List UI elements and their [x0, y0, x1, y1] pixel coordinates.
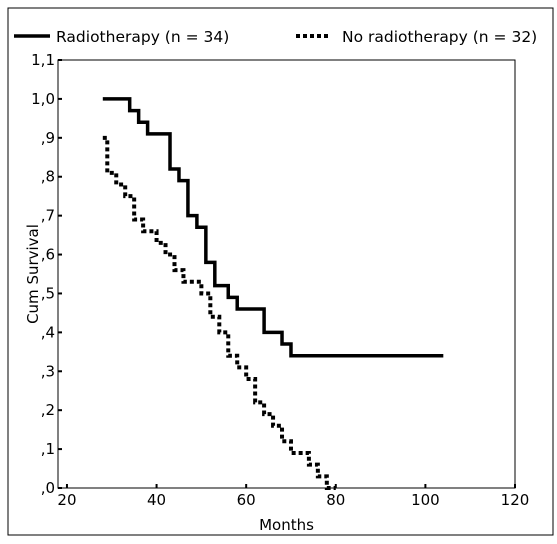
legend-label-no-radiotherapy: No radiotherapy (n = 32) — [342, 28, 537, 46]
y-tick-label: 1,0 — [31, 90, 55, 108]
outer-border — [7, 7, 554, 536]
y-tick-label: ,4 — [41, 323, 55, 341]
y-tick-label: ,2 — [41, 401, 55, 419]
legend: Radiotherapy (n = 34) No radiotherapy (n … — [14, 28, 537, 46]
series-group — [102, 97, 444, 490]
survival-curve-no-radiotherapy — [102, 135, 336, 490]
x-tick-label: 40 — [147, 491, 166, 509]
chart-frame — [7, 7, 554, 536]
y-tick-label: ,7 — [41, 207, 55, 225]
y-tick-label: ,1 — [41, 440, 55, 458]
x-axis-title: Months — [259, 516, 314, 534]
x-tick-label: 80 — [326, 491, 345, 509]
x-tick-label: 100 — [411, 491, 440, 509]
legend-label-radiotherapy: Radiotherapy (n = 34) — [56, 28, 229, 46]
y-tick-label: 1,1 — [31, 51, 55, 69]
x-tick-label: 120 — [501, 491, 530, 509]
survival-curve-radiotherapy — [102, 97, 444, 358]
y-axis-title: Cum Survival — [24, 224, 42, 324]
y-tick-label: ,8 — [41, 168, 55, 186]
plot-area-border — [57, 59, 516, 489]
y-tick-label: ,9 — [41, 129, 55, 147]
series-no-radiotherapy — [102, 135, 336, 490]
y-tick-label: ,6 — [41, 246, 55, 264]
y-tick-label: ,3 — [41, 362, 55, 380]
x-tick-label: 60 — [237, 491, 256, 509]
y-tick-label: ,0 — [41, 479, 55, 497]
axes: ,0 ,1 ,2 ,3 ,4 ,5 ,6 ,7 ,8 ,9 1,0 1,1 20 40 60 80 100 120… — [24, 51, 529, 534]
x-tick-label: 20 — [57, 491, 76, 509]
y-tick-label: ,5 — [41, 284, 55, 302]
series-radiotherapy — [102, 97, 444, 358]
